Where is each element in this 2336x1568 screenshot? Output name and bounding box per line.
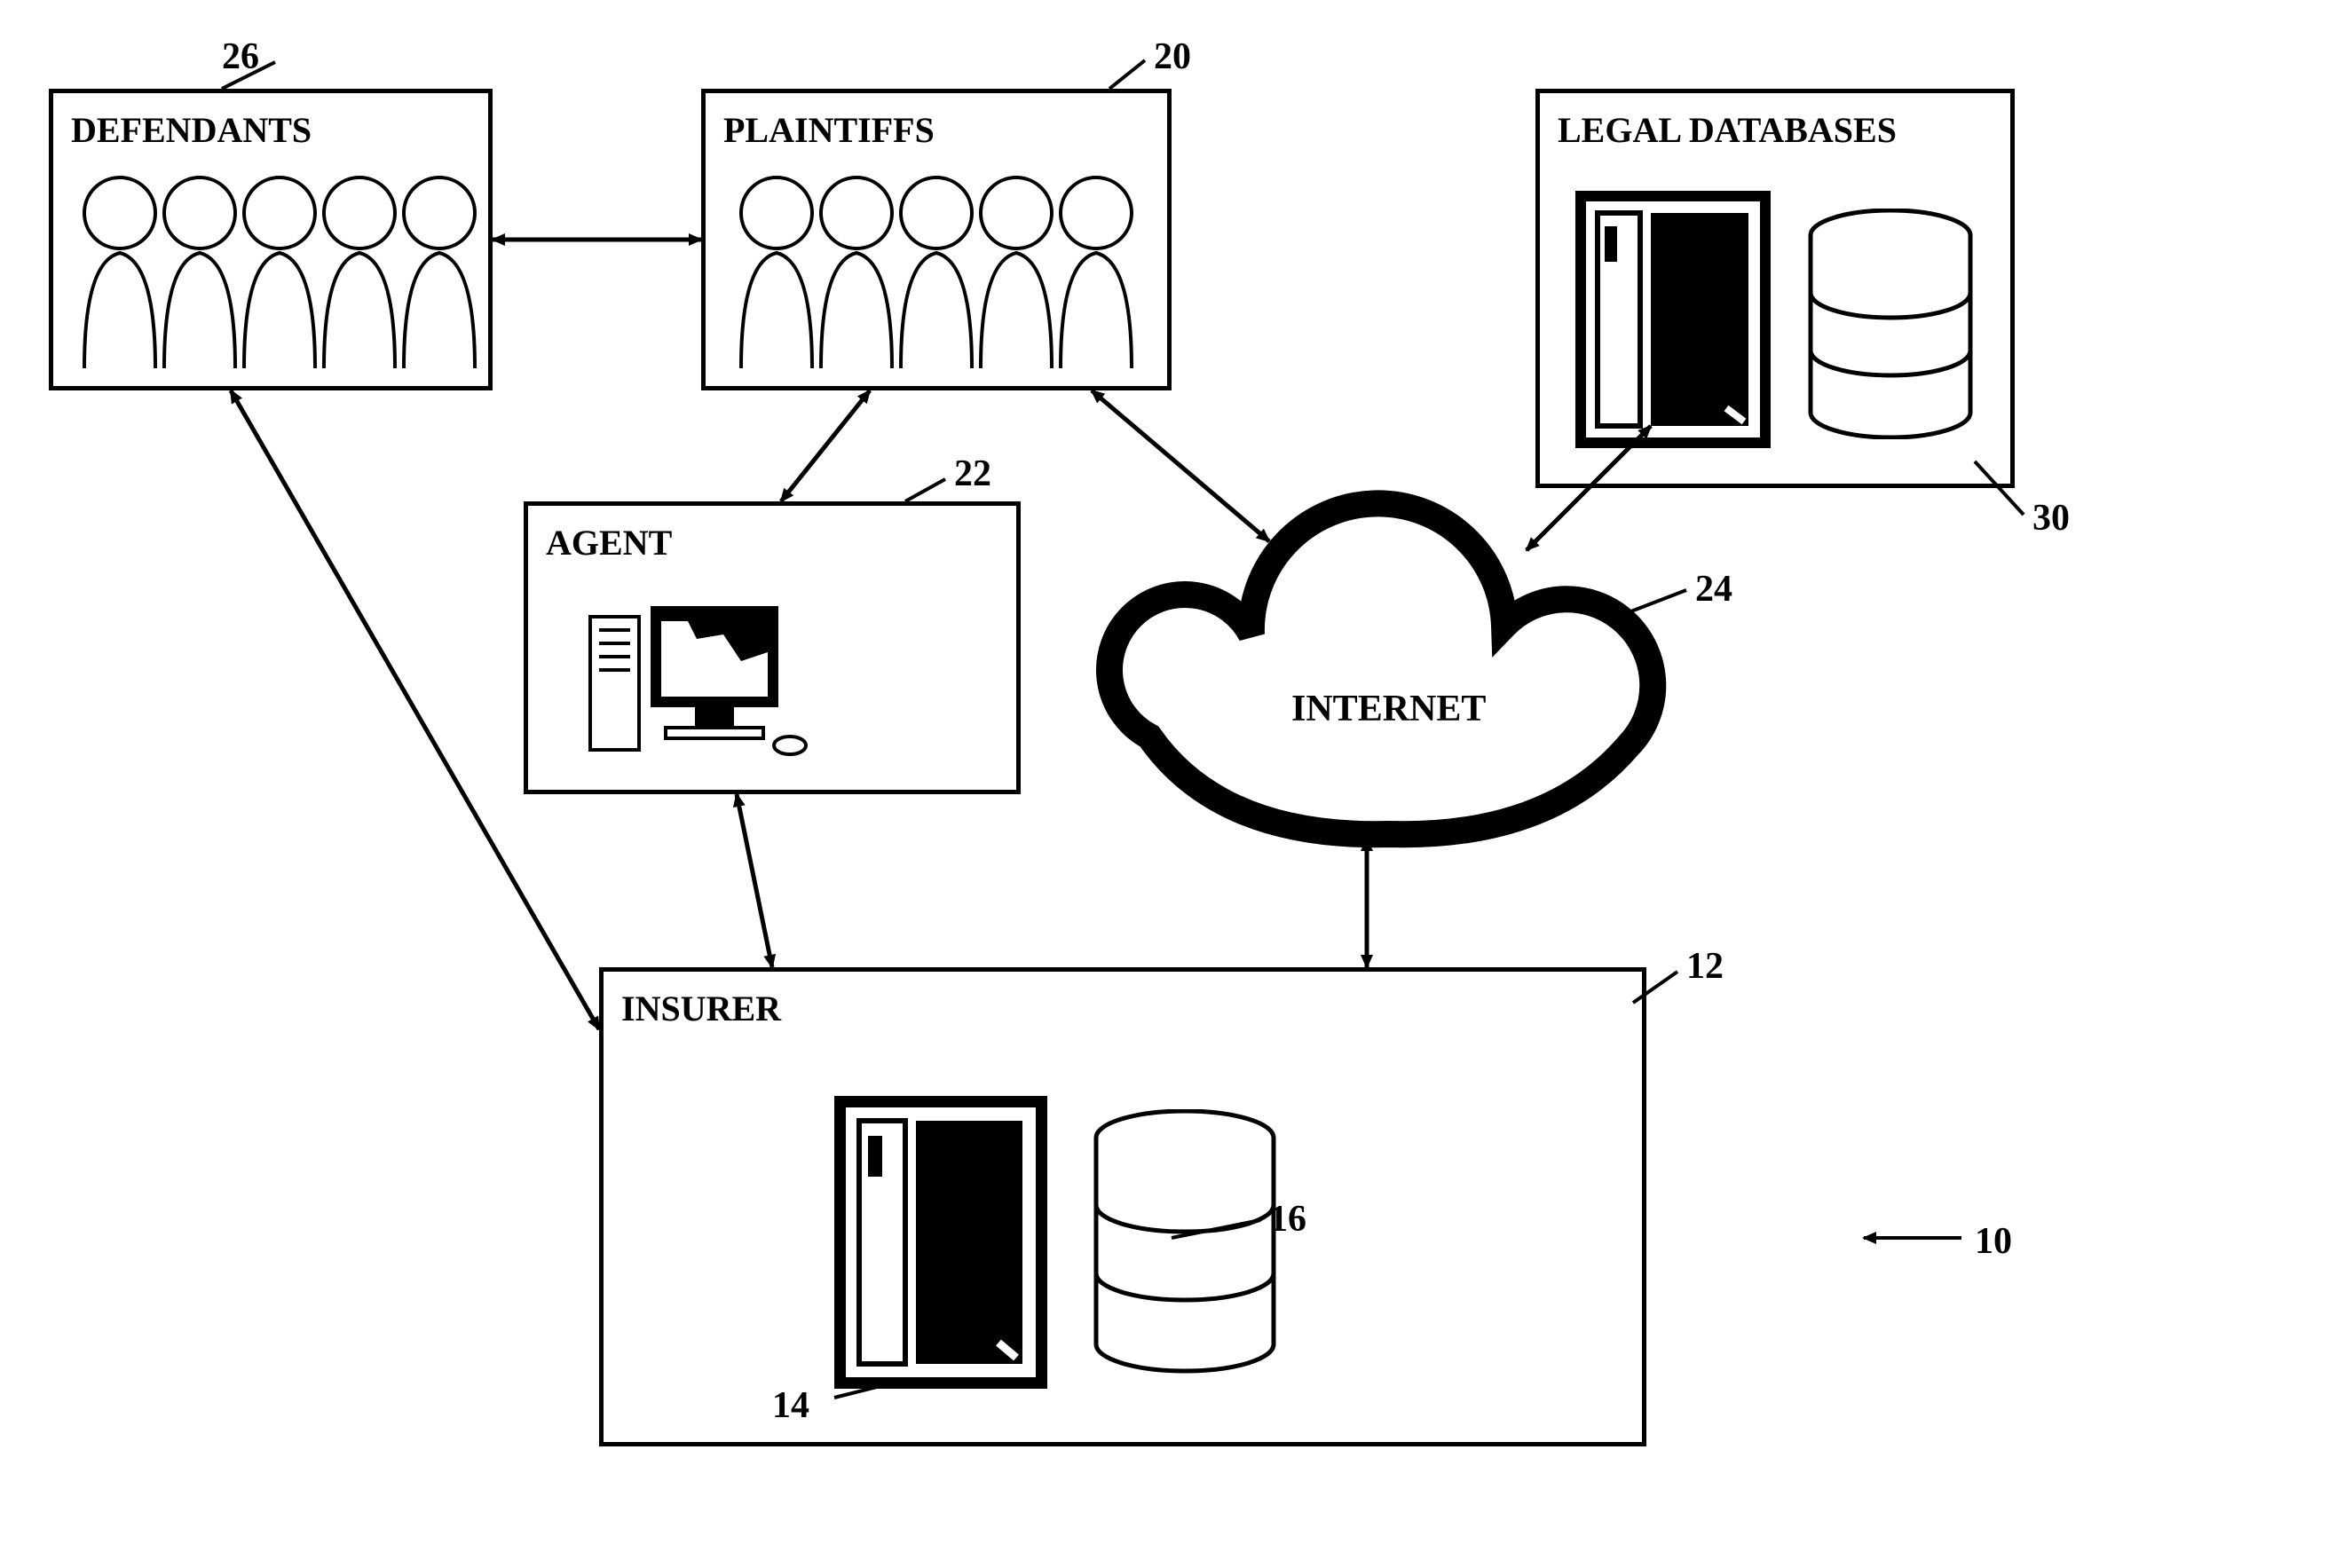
internet-label: INTERNET <box>1291 688 1486 730</box>
ref-24: 24 <box>1695 568 1732 611</box>
ref-16: 16 <box>1269 1198 1306 1241</box>
plaintiffs-box: PLAINTIFFS <box>701 89 1172 390</box>
legal-db-box: LEGAL DATABASES <box>1535 89 2015 488</box>
defendants-box: DEFENDANTS <box>49 89 493 390</box>
ref-20: 20 <box>1154 35 1191 78</box>
database-icon <box>1092 1109 1278 1375</box>
people-icon <box>71 164 479 377</box>
insurer-title: INSURER <box>621 988 781 1029</box>
server-icon <box>1575 191 1771 448</box>
ref-26: 26 <box>222 35 259 78</box>
ref-14: 14 <box>772 1384 809 1427</box>
ref-10: 10 <box>1975 1220 2012 1263</box>
ref-12: 12 <box>1686 945 1724 988</box>
server-icon <box>834 1096 1047 1389</box>
database-icon <box>1806 209 1975 439</box>
insurer-box: INSURER <box>599 967 1646 1446</box>
plaintiffs-title: PLAINTIFFS <box>723 109 935 151</box>
defendants-title: DEFENDANTS <box>71 109 312 151</box>
computer-icon <box>581 590 812 768</box>
agent-title: AGENT <box>546 522 672 563</box>
ref-30: 30 <box>2032 497 2070 540</box>
people-icon <box>728 164 1154 377</box>
agent-box: AGENT <box>524 501 1021 794</box>
legal-db-title: LEGAL DATABASES <box>1558 109 1897 151</box>
ref-22: 22 <box>954 453 991 495</box>
